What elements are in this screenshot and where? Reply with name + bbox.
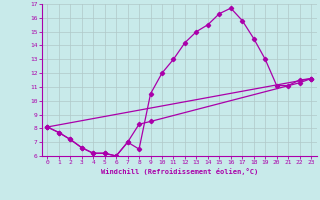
X-axis label: Windchill (Refroidissement éolien,°C): Windchill (Refroidissement éolien,°C) xyxy=(100,168,258,175)
